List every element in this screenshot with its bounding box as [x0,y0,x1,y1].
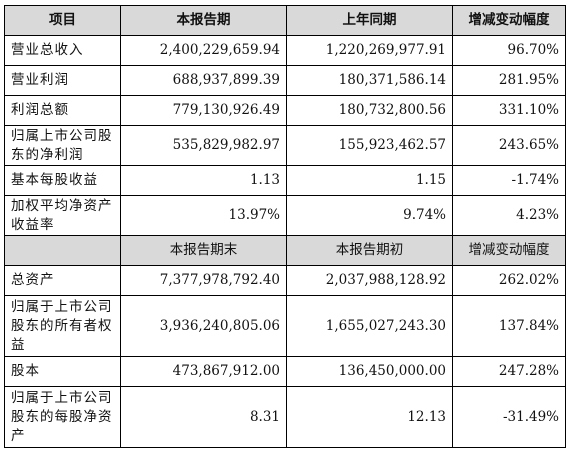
table-row: 股本 473,867,912.00 136,450,000.00 247.28% [4,356,566,387]
financial-table-container: 项目 本报告期 上年同期 增减变动幅度 营业总收入 2,400,229,659.… [4,5,566,448]
cell-change: 331.10% [452,95,566,126]
table-row: 营业总收入 2,400,229,659.94 1,220,269,977.91 … [4,35,566,66]
row-label: 基本每股收益 [4,165,121,196]
cell-current: 473,867,912.00 [120,356,287,387]
row-label: 营业总收入 [4,35,121,66]
table-row: 利润总额 779,130,926.49 180,732,800.56 331.1… [4,95,566,126]
header-current-period: 本报告期 [120,5,287,36]
cell-current: 1.13 [120,165,287,196]
cell-change: -31.49% [452,386,566,448]
row-label: 营业利润 [4,65,121,96]
cell-prior: 180,732,800.56 [286,95,453,126]
header-prior-period: 上年同期 [286,5,453,36]
cell-change: 137.84% [452,295,566,357]
cell-prior: 1,655,027,243.30 [286,295,453,357]
cell-change: 96.70% [452,35,566,66]
table-row: 归属上市公司股东的净利润 535,829,982.97 155,923,462.… [4,125,566,166]
cell-change: 281.95% [452,65,566,96]
cell-current: 7,377,978,792.40 [120,265,287,296]
subheader-change: 增减变动幅度 [452,235,566,266]
cell-current: 2,400,229,659.94 [120,35,287,66]
table-row: 加权平均净资产收益率 13.97% 9.74% 4.23% [4,195,566,236]
table-subheader-row: 本报告期末 本报告期初 增减变动幅度 [4,235,566,266]
row-label: 归属于上市公司股东的所有者权益 [4,295,121,357]
cell-change: 247.28% [452,356,566,387]
cell-current: 13.97% [120,195,287,236]
cell-change: 262.02% [452,265,566,296]
row-label: 股本 [4,356,121,387]
cell-change: -1.74% [452,165,566,196]
row-label: 加权平均净资产收益率 [4,195,121,236]
table-header-row: 项目 本报告期 上年同期 增减变动幅度 [4,5,566,36]
cell-current: 535,829,982.97 [120,125,287,166]
table-row: 总资产 7,377,978,792.40 2,037,988,128.92 26… [4,265,566,296]
subheader-period-start: 本报告期初 [286,235,453,266]
cell-prior: 180,371,586.14 [286,65,453,96]
cell-change: 243.65% [452,125,566,166]
cell-prior: 9.74% [286,195,453,236]
financial-summary-table: 项目 本报告期 上年同期 增减变动幅度 营业总收入 2,400,229,659.… [4,5,566,448]
cell-prior: 2,037,988,128.92 [286,265,453,296]
subheader-item [4,235,121,266]
cell-prior: 1,220,269,977.91 [286,35,453,66]
table-row: 归属于上市公司股东的每股净资产 8.31 12.13 -31.49% [4,386,566,448]
table-row: 营业利润 688,937,899.39 180,371,586.14 281.9… [4,65,566,96]
header-change: 增减变动幅度 [452,5,566,36]
cell-current: 3,936,240,805.06 [120,295,287,357]
cell-prior: 1.15 [286,165,453,196]
cell-current: 8.31 [120,386,287,448]
row-label: 归属于上市公司股东的每股净资产 [4,386,121,448]
table-row: 归属于上市公司股东的所有者权益 3,936,240,805.06 1,655,0… [4,295,566,357]
row-label: 利润总额 [4,95,121,126]
cell-current: 779,130,926.49 [120,95,287,126]
cell-prior: 155,923,462.57 [286,125,453,166]
row-label: 总资产 [4,265,121,296]
table-row: 基本每股收益 1.13 1.15 -1.74% [4,165,566,196]
cell-change: 4.23% [452,195,566,236]
cell-prior: 136,450,000.00 [286,356,453,387]
header-item: 项目 [4,5,121,36]
cell-current: 688,937,899.39 [120,65,287,96]
cell-prior: 12.13 [286,386,453,448]
subheader-period-end: 本报告期末 [120,235,287,266]
row-label: 归属上市公司股东的净利润 [4,125,121,166]
